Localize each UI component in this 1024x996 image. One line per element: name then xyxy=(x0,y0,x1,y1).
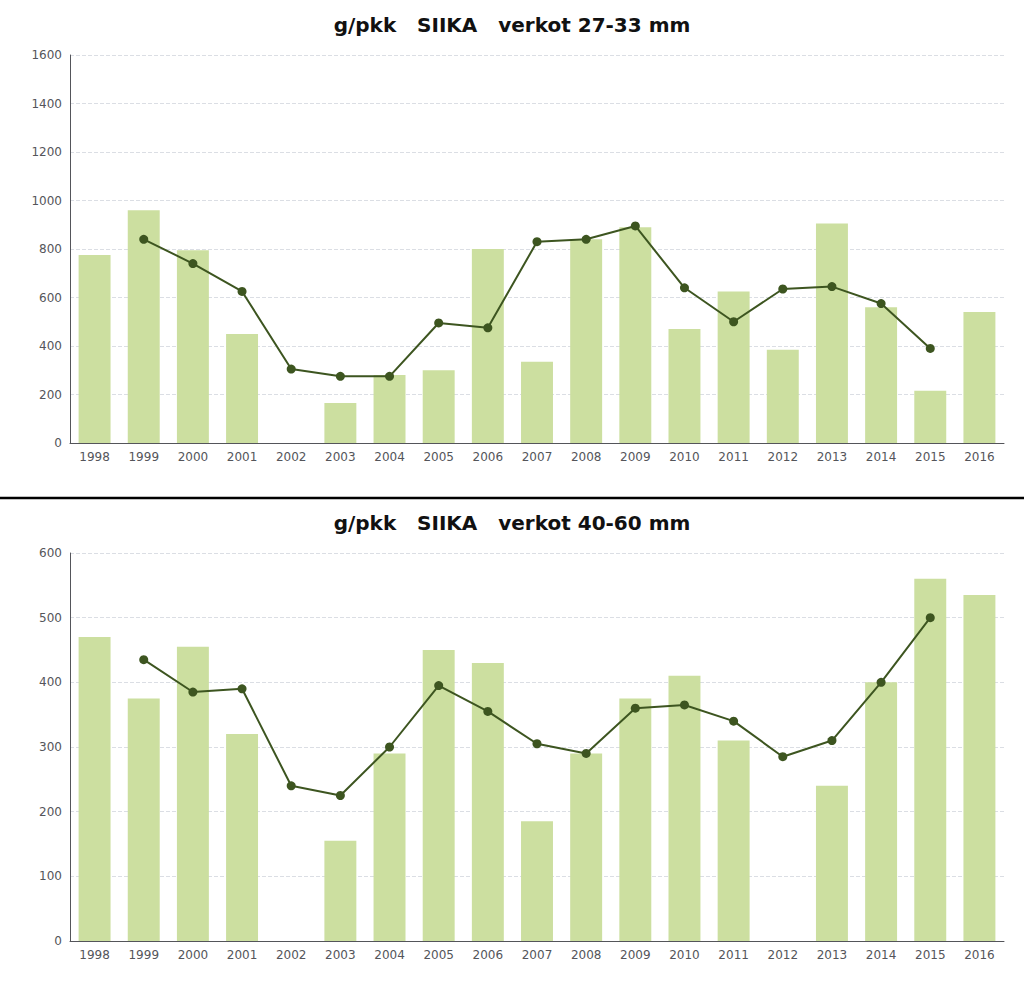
svg-text:g/pkk SIIKA verkot 40-60 m: g/pkk SIIKA verkot 40-60 mm xyxy=(334,511,691,535)
svg-text:2016: 2016 xyxy=(964,948,995,962)
svg-text:2008: 2008 xyxy=(571,948,602,962)
svg-text:200: 200 xyxy=(39,388,62,402)
svg-text:0: 0 xyxy=(54,436,62,450)
svg-text:2013: 2013 xyxy=(817,450,848,464)
svg-text:2001: 2001 xyxy=(227,450,258,464)
svg-text:2014: 2014 xyxy=(866,948,897,962)
svg-text:2012: 2012 xyxy=(768,948,799,962)
svg-text:2003: 2003 xyxy=(325,450,356,464)
svg-text:2007: 2007 xyxy=(522,948,553,962)
svg-text:2001: 2001 xyxy=(227,948,258,962)
svg-text:2006: 2006 xyxy=(473,948,504,962)
svg-text:2015: 2015 xyxy=(915,948,946,962)
svg-text:200: 200 xyxy=(39,805,62,819)
svg-text:1998: 1998 xyxy=(79,450,110,464)
svg-text:2015: 2015 xyxy=(915,450,946,464)
svg-text:1999: 1999 xyxy=(128,450,159,464)
svg-text:1998: 1998 xyxy=(79,948,110,962)
svg-text:1400: 1400 xyxy=(31,97,62,111)
svg-text:2009: 2009 xyxy=(620,948,651,962)
svg-text:0: 0 xyxy=(54,934,62,948)
svg-text:1000: 1000 xyxy=(31,194,62,208)
svg-text:2009: 2009 xyxy=(620,450,651,464)
svg-text:2005: 2005 xyxy=(423,450,454,464)
svg-text:600: 600 xyxy=(39,546,62,560)
svg-text:800: 800 xyxy=(39,242,62,256)
svg-text:2008: 2008 xyxy=(571,450,602,464)
svg-text:400: 400 xyxy=(39,339,62,353)
svg-text:2002: 2002 xyxy=(276,450,307,464)
svg-text:100: 100 xyxy=(39,869,62,883)
svg-text:2011: 2011 xyxy=(718,450,749,464)
svg-text:2003: 2003 xyxy=(325,948,356,962)
svg-text:2005: 2005 xyxy=(423,948,454,962)
svg-text:2000: 2000 xyxy=(178,450,209,464)
svg-text:500: 500 xyxy=(39,611,62,625)
svg-text:1600: 1600 xyxy=(31,48,62,62)
svg-text:300: 300 xyxy=(39,740,62,754)
svg-text:2010: 2010 xyxy=(669,450,700,464)
svg-text:2004: 2004 xyxy=(374,948,405,962)
svg-text:600: 600 xyxy=(39,291,62,305)
svg-text:2011: 2011 xyxy=(718,948,749,962)
svg-text:2012: 2012 xyxy=(768,450,799,464)
svg-text:1999: 1999 xyxy=(128,948,159,962)
svg-text:2002: 2002 xyxy=(276,948,307,962)
svg-text:2004: 2004 xyxy=(374,450,405,464)
svg-text:2016: 2016 xyxy=(964,450,995,464)
svg-text:1200: 1200 xyxy=(31,145,62,159)
svg-text:2013: 2013 xyxy=(817,948,848,962)
svg-text:2000: 2000 xyxy=(178,948,209,962)
svg-text:400: 400 xyxy=(39,675,62,689)
svg-text:2006: 2006 xyxy=(473,450,504,464)
svg-text:2007: 2007 xyxy=(522,450,553,464)
svg-text:2014: 2014 xyxy=(866,450,897,464)
svg-text:2010: 2010 xyxy=(669,948,700,962)
svg-text:g/pkk SIIKA verkot 27-33 m: g/pkk SIIKA verkot 27-33 mm xyxy=(334,13,691,37)
